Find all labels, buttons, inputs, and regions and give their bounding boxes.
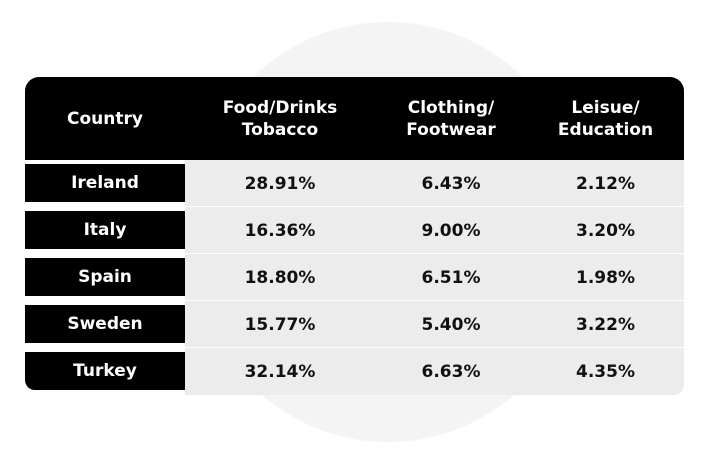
food-value-cell: 16.36% (244, 220, 316, 241)
row-background (185, 160, 684, 207)
clothing-value-cell: 6.43% (421, 173, 481, 194)
column-header-leisure-education: Leisue/ Education (557, 97, 654, 140)
table-row: Italy 16.36% 9.00% 3.20% (25, 207, 684, 255)
leisure-value-cell: 2.12% (576, 173, 635, 194)
column-header-clothing-footwear: Clothing/ Footwear (406, 97, 496, 140)
country-cell: Ireland (25, 164, 185, 202)
leisure-value-cell: 4.35% (576, 361, 635, 382)
clothing-value-cell: 9.00% (421, 220, 481, 241)
column-header-country: Country (67, 108, 143, 129)
food-value-cell: 28.91% (244, 173, 316, 194)
country-cell: Italy (25, 211, 185, 249)
leisure-value-cell: 3.22% (576, 314, 635, 335)
table-header: Country Food/Drinks Tobacco Clothing/ Fo… (25, 77, 684, 160)
food-value-cell: 32.14% (244, 361, 316, 382)
leisure-value-cell: 1.98% (576, 267, 635, 288)
row-background (185, 254, 684, 301)
table-row: Ireland 28.91% 6.43% 2.12% (25, 160, 684, 208)
clothing-value-cell: 6.63% (421, 361, 481, 382)
row-background (185, 301, 684, 348)
leisure-value-cell: 3.20% (576, 220, 635, 241)
row-background (185, 207, 684, 254)
clothing-value-cell: 6.51% (421, 267, 481, 288)
country-cell: Sweden (25, 305, 185, 343)
table-row: Sweden 15.77% 5.40% 3.22% (25, 301, 684, 349)
country-cell: Spain (25, 258, 185, 296)
table-row: Turkey 32.14% 6.63% 4.35% (25, 348, 684, 395)
row-background (185, 348, 684, 395)
clothing-value-cell: 5.40% (421, 314, 481, 335)
table-row: Spain 18.80% 6.51% 1.98% (25, 254, 684, 302)
country-cell: Turkey (25, 352, 185, 390)
food-value-cell: 18.80% (244, 267, 316, 288)
data-table: Country Food/Drinks Tobacco Clothing/ Fo… (25, 77, 684, 395)
column-header-food-drinks-tobacco: Food/Drinks Tobacco (222, 97, 338, 140)
food-value-cell: 15.77% (244, 314, 316, 335)
